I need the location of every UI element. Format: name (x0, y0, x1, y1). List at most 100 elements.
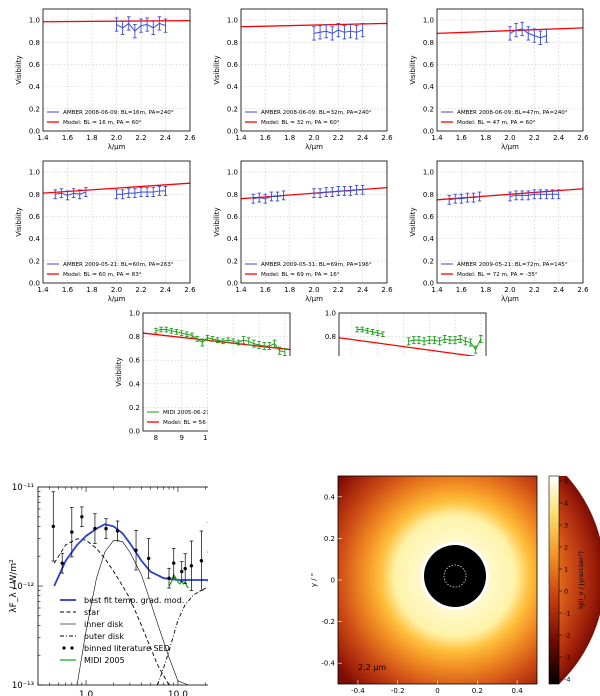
y-tick-label: 0.0 (29, 128, 40, 136)
x-tick-label: 1.6 (62, 134, 74, 142)
y-tick-label: 0.2 (227, 105, 238, 113)
data-line-segment (171, 330, 177, 333)
data-line-segment (73, 192, 80, 195)
data-line-segment (439, 338, 445, 342)
data-line-segment (265, 196, 272, 200)
plot-frame (436, 8, 584, 132)
data-line-segment (122, 23, 130, 29)
y-tick-label: 0.4 (227, 83, 239, 91)
model-line (338, 337, 487, 359)
x-tick-label: 2.0 (308, 286, 319, 294)
y-tick-label: 0.4 (324, 493, 336, 501)
outer-disk-curve (157, 585, 287, 686)
x-tick-label: 1.6 (456, 286, 468, 294)
y-tick-label: 1.0 (227, 169, 238, 177)
visibility-panel-2: 1.4 1.6 1.8 2.0 2.2 2.4 2.6 0.0 0.2 0.4 0.6 0.8 1.0 λ… (213, 8, 393, 151)
x-tick-label: 1.8 (86, 134, 97, 142)
y-tick-label: 0 (331, 577, 335, 585)
data-line-segment (473, 195, 480, 199)
data-line-segment (362, 329, 368, 332)
data-line-segment (222, 339, 229, 342)
mask-top (208, 356, 600, 476)
model-line (142, 332, 291, 351)
data-line-segment (128, 23, 136, 32)
sed-point (146, 556, 151, 561)
colorbar-tick-label: -2 (564, 632, 570, 640)
y-tick-label: 0.2 (29, 105, 40, 113)
data-line-segment (207, 337, 213, 340)
mask-bottom (208, 684, 600, 696)
y-tick-label: 0.4 (423, 83, 435, 91)
data-line-segment (201, 337, 208, 343)
plot-frame (42, 8, 191, 132)
data-line-segment (186, 333, 193, 336)
data-line-segment (227, 339, 234, 342)
data-line-segment (470, 342, 477, 350)
legend-label: AMBER 2008-06-09: BL=16m, PA=240° (63, 110, 174, 116)
y-tick-label: 0.2 (29, 257, 40, 265)
sed-point (189, 564, 194, 568)
x-tick-label: 2.6 (184, 134, 196, 142)
legend-label: Model: BL = 47 m, PA = 60° (457, 120, 536, 126)
y-tick-label: 0.0 (227, 280, 238, 288)
x-tick-label: 2.4 (357, 134, 369, 142)
x-tick-label: 1.6 (62, 286, 74, 294)
data-line-segment (253, 343, 260, 346)
x-tick-label: 2.4 (553, 286, 565, 294)
data-line-segment (319, 30, 327, 33)
y-axis-label: Visibility (213, 55, 221, 84)
y-tick-label: 0.6 (423, 213, 435, 221)
y-tick-label: 0.4 (129, 380, 141, 388)
data-line-segment (423, 339, 430, 342)
x-tick-label: 10 (203, 434, 212, 442)
legend-label: Model: BL = 32 m, PA = 60° (261, 120, 340, 126)
x-tick-label: 1.8 (86, 286, 97, 294)
x-tick-label: 2.0 (308, 134, 319, 142)
y-tick-label: 1.0 (423, 17, 434, 25)
y-tick-label: 0.6 (29, 61, 41, 69)
data-line-segment (146, 24, 154, 29)
data-line-segment (465, 340, 471, 343)
x-tick-label: 1.4 (235, 134, 247, 142)
y-tick-label: 1.0 (29, 17, 40, 25)
data-line-segment (434, 339, 440, 342)
inner-disk-curve (76, 539, 189, 686)
y-tick-label: 10⁻¹¹ (12, 483, 34, 493)
data-line-segment (176, 331, 182, 334)
data-line-segment (217, 339, 224, 342)
data-line-segment (253, 197, 260, 200)
x-axis-label: λ/μm (305, 143, 323, 151)
legend-label: best fit temp. grad. mod. (84, 596, 184, 605)
sed-point (134, 548, 138, 552)
x-tick-label: 2.4 (553, 134, 565, 142)
x-tick-label: 2.0 (111, 134, 122, 142)
data-line-segment (191, 335, 198, 340)
x-tick-label: 1.0 (79, 690, 94, 696)
x-tick-label: 2.4 (357, 286, 369, 294)
legend-label: Model: BL = 72 m, PA = -35° (457, 272, 538, 278)
y-axis-label: Visibility (15, 207, 23, 236)
x-tick-label: 2.2 (333, 286, 344, 294)
legend-label: star (84, 608, 100, 617)
x-tick-label: 2.2 (333, 134, 344, 142)
x-tick-label: 0.4 (512, 687, 524, 695)
legend-label: Model: BL = 16 m, PA = 60° (63, 120, 142, 126)
legend-label: Model: BL = 60 m, PA = 83° (63, 272, 142, 278)
y-tick-label: -0.2 (321, 618, 335, 626)
visibility-panel-6: 1.4 1.6 1.8 2.0 2.2 2.4 2.6 0.0 0.2 0.4 0.6 0.8 1.0 λ… (409, 160, 589, 303)
y-tick-label: 0.8 (227, 39, 238, 47)
y-tick-label: 10⁻¹² (12, 582, 34, 592)
sed-point (115, 529, 120, 533)
data-line-segment (418, 339, 425, 342)
data-line-segment (338, 29, 345, 33)
data-line-segment (116, 24, 123, 29)
sed-point (104, 526, 108, 531)
y-tick-label: 0.4 (29, 235, 41, 243)
x-tick-label: 2.4 (160, 134, 172, 142)
plot-frame (42, 160, 191, 284)
legend-label: outer disk (84, 632, 124, 641)
x-tick-label: 0 (435, 687, 439, 695)
x-tick-label: 2.2 (135, 286, 146, 294)
sed-point (51, 524, 55, 529)
y-tick-label: 0.8 (29, 39, 40, 47)
